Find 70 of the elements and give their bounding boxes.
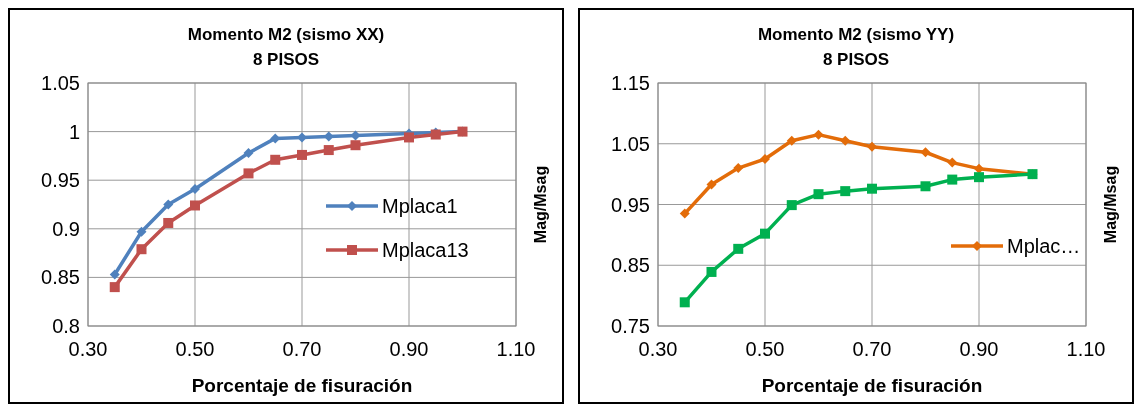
x-tick-label: 0.70 (282, 338, 322, 360)
point (867, 141, 877, 152)
point (109, 282, 120, 293)
point (243, 147, 254, 158)
point (840, 135, 851, 146)
y-tick-label: 0.95 (41, 169, 80, 192)
point (974, 172, 984, 183)
point (840, 186, 851, 197)
point (786, 135, 797, 146)
point (136, 226, 147, 237)
x-axis-title: Porcentaje de fisuración (191, 375, 413, 396)
y-tick-label: 1.05 (41, 72, 80, 94)
point (679, 208, 690, 219)
point (920, 181, 931, 192)
y-tick-label: 1 (68, 120, 80, 143)
point (679, 297, 690, 308)
point (760, 228, 770, 239)
point (297, 149, 307, 160)
point (867, 183, 877, 194)
point (813, 129, 824, 140)
point (733, 243, 744, 254)
point (190, 200, 200, 211)
chart-subtitle: 8 PISOS (822, 50, 890, 69)
point (136, 244, 147, 255)
point (190, 183, 200, 194)
point (760, 153, 770, 164)
x-tick-label: 0.30 (68, 338, 108, 360)
point (813, 189, 824, 200)
x-tick-label: 1.10 (1066, 338, 1106, 360)
point (163, 199, 174, 210)
y-axis-title: Mag/Msag (1102, 165, 1119, 244)
point (243, 168, 254, 179)
y-axis-title: Mag/Msag (532, 165, 549, 244)
y-tick-label: 0.95 (611, 193, 650, 216)
x-tick-label: 0.70 (852, 338, 892, 360)
y-tick-label: 0.75 (611, 315, 650, 337)
point (733, 163, 744, 174)
x-tick-label: 0.50 (745, 338, 785, 360)
chart-subtitle: 8 PISOS (252, 50, 320, 69)
point (947, 157, 958, 168)
x-tick-label: 0.50 (175, 338, 215, 360)
point (297, 132, 307, 143)
x-tick-label: 0.90 (389, 338, 429, 360)
y-tick-label: 1.15 (611, 72, 650, 94)
y-tick-label: 0.85 (41, 266, 80, 289)
legend-label: Mplac… (1007, 235, 1081, 257)
point (706, 266, 717, 277)
x-tick-label: 0.90 (959, 338, 999, 360)
point (786, 200, 797, 211)
x-tick-label: 1.10 (496, 338, 536, 360)
x-tick-label: 0.30 (638, 338, 678, 360)
legend-label: Mplaca13 (382, 239, 469, 261)
point (974, 163, 984, 174)
point (947, 174, 958, 185)
y-tick-label: 0.8 (52, 315, 80, 337)
point (109, 269, 120, 280)
point (163, 217, 174, 228)
y-tick-label: 0.85 (611, 254, 650, 277)
y-tick-label: 1.05 (611, 132, 650, 155)
x-axis-title: Porcentaje de fisuración (761, 375, 983, 396)
legend-label: Mplaca1 (382, 195, 458, 217)
point (323, 145, 334, 156)
y-tick-label: 0.9 (52, 217, 80, 240)
point (270, 154, 281, 165)
chart-title: Momento M2 (sismo XX) (187, 25, 385, 44)
point (920, 147, 931, 158)
point (404, 132, 414, 143)
point (350, 140, 361, 151)
chart-title: Momento M2 (sismo YY) (757, 25, 955, 44)
point (706, 179, 717, 190)
